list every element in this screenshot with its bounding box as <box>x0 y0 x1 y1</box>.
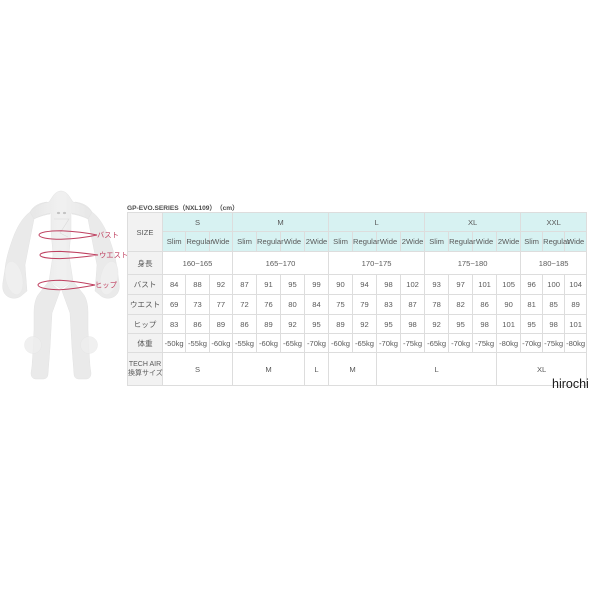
svg-text:ヒップ: ヒップ <box>95 281 118 290</box>
svg-text:ウエスト: ウエスト <box>99 251 128 260</box>
svg-text:バスト: バスト <box>97 231 119 240</box>
